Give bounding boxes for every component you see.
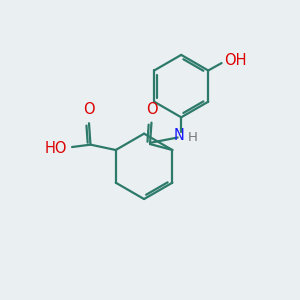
Text: H: H: [188, 131, 197, 144]
Text: HO: HO: [44, 141, 67, 156]
Text: OH: OH: [224, 53, 247, 68]
Text: O: O: [146, 102, 157, 117]
Text: N: N: [173, 128, 184, 142]
Text: O: O: [83, 102, 95, 117]
